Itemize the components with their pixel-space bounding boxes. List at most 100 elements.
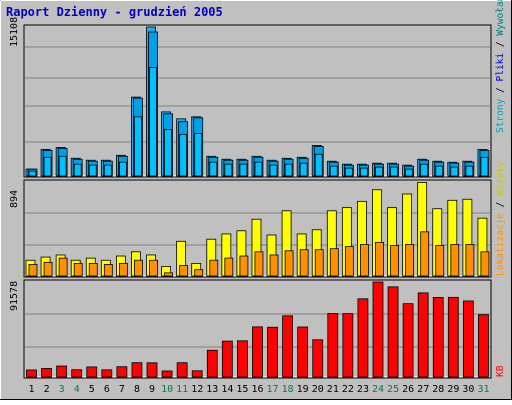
bar-pages xyxy=(149,67,157,177)
legend-hits: Wywołania xyxy=(495,0,506,36)
bar-sites xyxy=(435,245,445,277)
bar-kb xyxy=(161,370,173,378)
bar-kb xyxy=(327,313,339,378)
bar-pages xyxy=(314,153,323,177)
x-tick-label: 13 xyxy=(206,384,218,395)
legend-sites-visits: Lokalizacje / Wizyty xyxy=(495,161,506,276)
bar-pages xyxy=(284,163,293,177)
x-tick-label: 18 xyxy=(282,384,294,395)
bar-pages xyxy=(73,163,82,177)
bar-sites xyxy=(465,244,475,277)
legend-separator: / xyxy=(495,196,506,213)
bar-kb xyxy=(387,286,399,378)
bar-kb xyxy=(221,340,233,378)
bar-pages xyxy=(329,165,338,177)
bar-sites xyxy=(254,251,264,277)
x-tick-label: 30 xyxy=(462,384,474,395)
x-tick-label: 24 xyxy=(372,384,384,395)
bar-pages xyxy=(179,134,188,177)
x-tick-label: 23 xyxy=(357,384,369,395)
bar-kb xyxy=(447,296,459,378)
bar-sites xyxy=(299,249,309,277)
bar-kb xyxy=(101,369,113,378)
x-tick-label: 9 xyxy=(149,384,155,395)
legend-visits: Wizyty xyxy=(495,161,506,196)
x-tick-label: 31 xyxy=(477,384,489,395)
kb-max-label: 91578 xyxy=(9,281,20,311)
chart-marks xyxy=(25,26,490,378)
x-tick-label: 3 xyxy=(59,384,65,395)
x-tick-label: 20 xyxy=(312,384,324,395)
x-tick-label: 4 xyxy=(74,384,80,395)
bar-sites xyxy=(329,248,339,277)
x-tick-label: 28 xyxy=(432,384,444,395)
bar-pages xyxy=(118,161,127,177)
x-tick-label: 27 xyxy=(417,384,429,395)
bar-pages xyxy=(58,155,67,177)
x-tick-label: 15 xyxy=(236,384,248,395)
x-tick-label: 14 xyxy=(221,384,233,395)
hits-panel xyxy=(23,24,492,178)
x-tick-label: 10 xyxy=(161,384,173,395)
hits-max-label: 15108 xyxy=(9,17,20,47)
x-tick-label: 29 xyxy=(447,384,459,395)
bar-sites xyxy=(375,241,384,277)
bar-sites xyxy=(88,262,98,277)
bar-pages xyxy=(344,167,353,177)
bar-sites xyxy=(269,254,279,277)
bar-sites xyxy=(58,257,68,277)
bar-sites xyxy=(209,259,219,277)
bar-kb xyxy=(116,366,128,378)
bar-sites xyxy=(360,244,369,277)
bar-kb xyxy=(86,366,98,378)
bar-sites xyxy=(118,262,128,277)
bar-sites xyxy=(314,249,324,277)
bar-pages xyxy=(450,166,459,177)
bar-pages xyxy=(134,116,142,177)
x-tick-label: 5 xyxy=(89,384,95,395)
bar-sites xyxy=(194,269,204,277)
legend-files: Pliki xyxy=(495,53,506,82)
bar-sites xyxy=(179,265,189,277)
x-tick-label: 6 xyxy=(104,384,110,395)
bar-kb xyxy=(56,365,68,378)
bar-sites xyxy=(164,272,173,277)
bar-sites xyxy=(43,261,53,277)
bar-sites xyxy=(390,245,399,277)
bar-pages xyxy=(420,163,429,177)
bar-kb xyxy=(342,313,354,378)
bar-kb xyxy=(41,368,52,378)
bar-pages xyxy=(360,167,368,177)
bar-kb xyxy=(131,362,143,378)
x-tick-label: 2 xyxy=(44,384,50,395)
x-axis-labels: 1 2 3 4 5 6 7 8 9 10 11 12 13 14 15 16 17 18 19 20 21 22 23 24 2… xyxy=(29,384,490,395)
x-tick-label: 11 xyxy=(176,384,188,395)
bar-pages xyxy=(88,164,97,177)
bar-pages xyxy=(28,170,37,177)
bar-pages xyxy=(405,168,414,177)
bar-kb xyxy=(206,349,218,378)
bar-kb xyxy=(402,303,414,378)
legend-separator: / xyxy=(495,82,506,99)
bar-kb xyxy=(26,369,37,378)
bar-sites xyxy=(134,259,143,277)
bar-kb xyxy=(462,300,474,378)
legend-sites: Lokalizacje xyxy=(495,213,506,276)
bar-pages xyxy=(375,166,383,177)
bar-pages xyxy=(390,166,398,177)
visits-max-label: 894 xyxy=(9,190,20,208)
bar-kb xyxy=(282,315,293,378)
legend-hits-pages-files: Strony / Pliki / Wywołania xyxy=(495,0,506,133)
bar-pages xyxy=(254,161,263,177)
bar-sites xyxy=(28,264,38,277)
bar-sites xyxy=(239,255,249,277)
x-tick-label: 1 xyxy=(29,384,35,395)
bar-kb xyxy=(357,298,369,378)
bar-sites xyxy=(149,259,158,277)
bar-kb xyxy=(237,340,248,378)
bar-sites xyxy=(284,250,294,277)
bar-pages xyxy=(194,133,203,177)
x-tick-label: 8 xyxy=(134,384,140,395)
bar-pages xyxy=(269,164,278,177)
